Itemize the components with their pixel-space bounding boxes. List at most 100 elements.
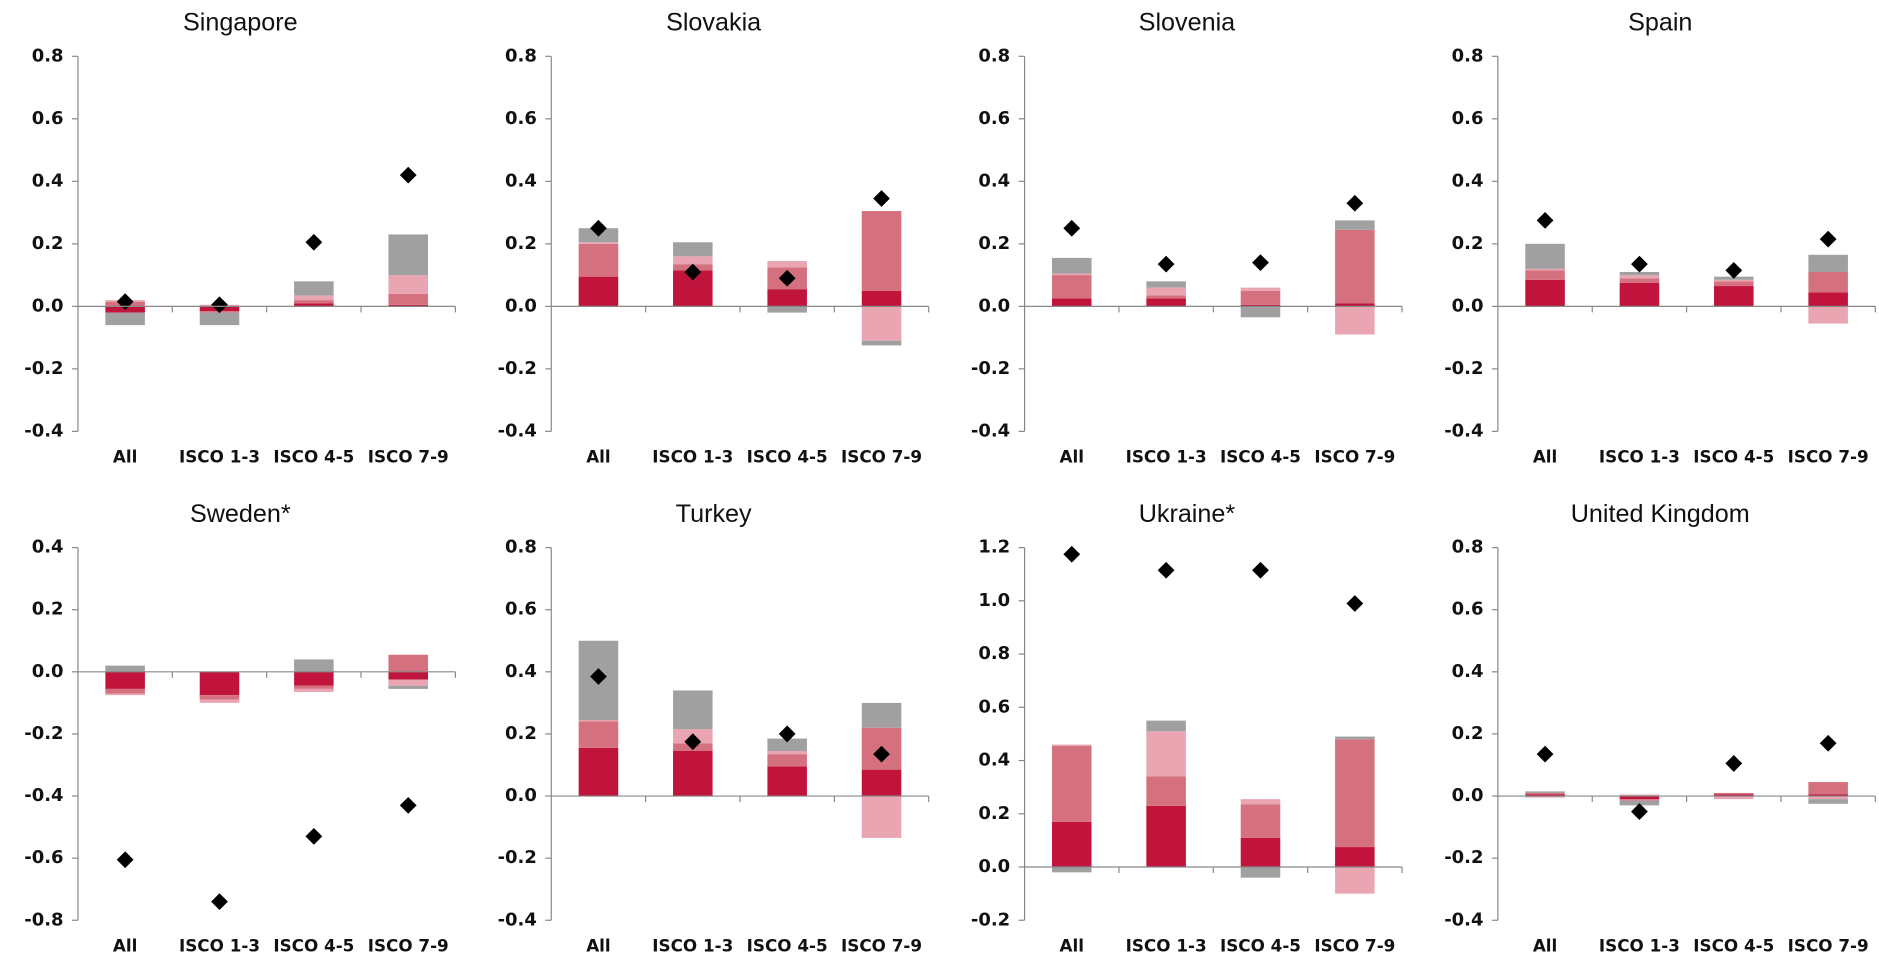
bar-segment: [1525, 792, 1565, 795]
bar-segment: [1808, 271, 1848, 293]
bar-segment: [1335, 303, 1375, 307]
bar-segment: [199, 695, 240, 700]
y-tick-label: 0.6: [505, 599, 537, 620]
bar-segment: [1146, 298, 1186, 307]
y-tick-label: -0.4: [971, 420, 1010, 441]
bar-segment: [767, 306, 807, 313]
bar-segment: [861, 306, 902, 341]
y-tick-label: -0.2: [498, 847, 537, 868]
diamond-marker: [116, 851, 134, 869]
y-tick-label: 0.0: [978, 856, 1010, 877]
bar-segment: [1808, 306, 1848, 324]
diamond-marker: [684, 263, 702, 281]
y-tick-label: 0.0: [1452, 295, 1484, 316]
bar-segment: [861, 702, 902, 728]
diamond-marker: [1252, 561, 1269, 579]
bar-segment: [1619, 275, 1660, 279]
y-tick-label: -0.2: [1444, 847, 1483, 868]
bar-segment: [1714, 796, 1754, 800]
bar-segment: [578, 719, 619, 722]
bar-segment: [861, 340, 902, 346]
bar-segment: [199, 699, 240, 703]
bar-segment: [1525, 268, 1565, 271]
bar-segment: [673, 242, 713, 257]
bar-segment: [578, 243, 619, 277]
bar-segment: [1808, 782, 1848, 795]
bar-segment: [1619, 271, 1660, 276]
bar-segment: [1051, 298, 1092, 307]
bar-segment: [1619, 794, 1660, 797]
x-tick-label: All: [1060, 447, 1084, 467]
y-tick-label: 0.0: [1452, 785, 1484, 806]
bar-segment: [767, 261, 807, 268]
bar-segment: [767, 766, 807, 797]
bar-segment: [105, 688, 145, 694]
bar-segment: [578, 276, 619, 307]
y-tick-label: 0.0: [32, 295, 64, 316]
bar-segment: [1714, 792, 1754, 795]
y-tick-label: 0.2: [978, 233, 1010, 254]
y-tick-label: 0.0: [32, 661, 64, 682]
diamond-marker: [1631, 255, 1648, 273]
y-tick-label: -0.4: [24, 785, 63, 806]
diamond-marker: [1157, 255, 1175, 273]
diamond-marker: [590, 668, 607, 685]
x-tick-label: ISCO 7-9: [1314, 936, 1395, 956]
bar-segment: [578, 721, 619, 748]
bar-segment: [1525, 794, 1565, 797]
diamond-marker: [1536, 745, 1554, 763]
x-tick-label: ISCO 1-3: [652, 447, 733, 467]
bar-segment: [1240, 287, 1281, 291]
x-tick-label: ISCO 1-3: [1599, 936, 1680, 956]
bar-segment: [388, 304, 428, 307]
y-tick-label: -0.4: [1444, 909, 1483, 930]
bar-segment: [861, 290, 902, 307]
bar-segment: [105, 693, 145, 696]
y-tick-label: -0.4: [1444, 420, 1483, 441]
bar-segment: [388, 671, 428, 680]
bar-segment: [294, 659, 334, 672]
bar-segment: [388, 293, 428, 305]
y-tick-label: 0.0: [505, 295, 537, 316]
x-tick-label: All: [1060, 936, 1084, 956]
y-tick-label: 0.2: [32, 233, 64, 254]
bar-segment: [1335, 847, 1375, 868]
panel-title: Spain: [1628, 9, 1692, 37]
bar-segment: [767, 751, 807, 755]
y-tick-label: 0.8: [978, 45, 1010, 66]
bar-segment: [294, 303, 334, 307]
x-tick-label: ISCO 4-5: [1220, 447, 1301, 467]
bar-segment: [1240, 306, 1281, 318]
x-tick-label: All: [113, 447, 137, 467]
x-tick-label: ISCO 7-9: [1788, 936, 1869, 956]
bar-segment: [1146, 776, 1186, 806]
bar-segment: [1240, 799, 1281, 805]
diamond-marker: [1063, 545, 1081, 563]
bar-segment: [105, 665, 145, 672]
y-tick-label: 0.2: [1452, 723, 1484, 744]
y-tick-label: -0.2: [971, 358, 1010, 379]
x-tick-label: ISCO 4-5: [747, 447, 828, 467]
bar-segment: [1146, 805, 1186, 868]
x-tick-label: All: [586, 936, 610, 956]
bar-segment: [1619, 799, 1660, 801]
bar-segment: [1240, 290, 1281, 305]
x-tick-label: ISCO 7-9: [841, 447, 922, 467]
x-tick-label: All: [1533, 936, 1557, 956]
y-tick-label: -0.2: [24, 723, 63, 744]
bar-segment: [1051, 821, 1092, 868]
y-tick-label: -0.2: [971, 909, 1010, 930]
bar-segment: [1619, 796, 1660, 800]
bar-segment: [1714, 281, 1754, 287]
diamond-marker: [399, 796, 417, 814]
bar-segment: [1051, 273, 1092, 276]
bar-segment: [199, 671, 240, 696]
bar-segment: [1714, 794, 1754, 797]
bar-segment: [1525, 796, 1565, 798]
bar-segment: [1525, 243, 1565, 269]
diamond-marker: [399, 166, 417, 184]
bar-segment: [1525, 791, 1565, 793]
bar-segment: [1335, 220, 1375, 230]
bar-segment: [1619, 282, 1660, 307]
